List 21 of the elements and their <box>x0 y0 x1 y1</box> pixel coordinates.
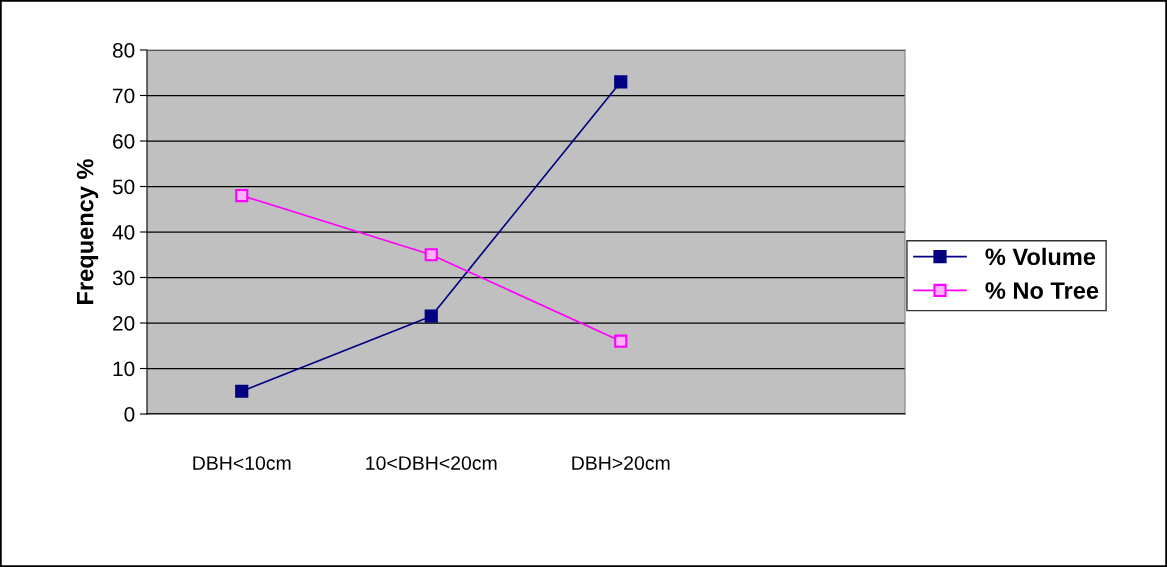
y-tick-label: 40 <box>112 225 135 240</box>
legend-label: % No Tree <box>985 282 1099 299</box>
y-tick-label: 30 <box>112 270 135 286</box>
y-tick-label: 0 <box>124 407 135 422</box>
point <box>614 334 628 348</box>
point <box>424 248 438 262</box>
legend-label: % Volume <box>985 247 1096 266</box>
y-tick-label: 80 <box>112 43 135 58</box>
y-tick-label: 20 <box>113 316 135 331</box>
x-tick-label: DBH>20cm <box>572 456 670 470</box>
point <box>424 309 438 323</box>
y-axis-title: Frequency % <box>76 159 99 304</box>
y-tick-label: 10 <box>113 361 135 377</box>
y-tick-label: 50 <box>112 179 135 195</box>
point <box>235 384 249 398</box>
y-tick-label: 70 <box>113 88 135 104</box>
x-tick-label: 10<DBH<20cm <box>366 456 497 470</box>
point <box>614 75 628 89</box>
point <box>235 189 249 203</box>
x-tick-label: DBH<10cm <box>193 456 291 470</box>
y-tick-label: 60 <box>113 134 135 149</box>
